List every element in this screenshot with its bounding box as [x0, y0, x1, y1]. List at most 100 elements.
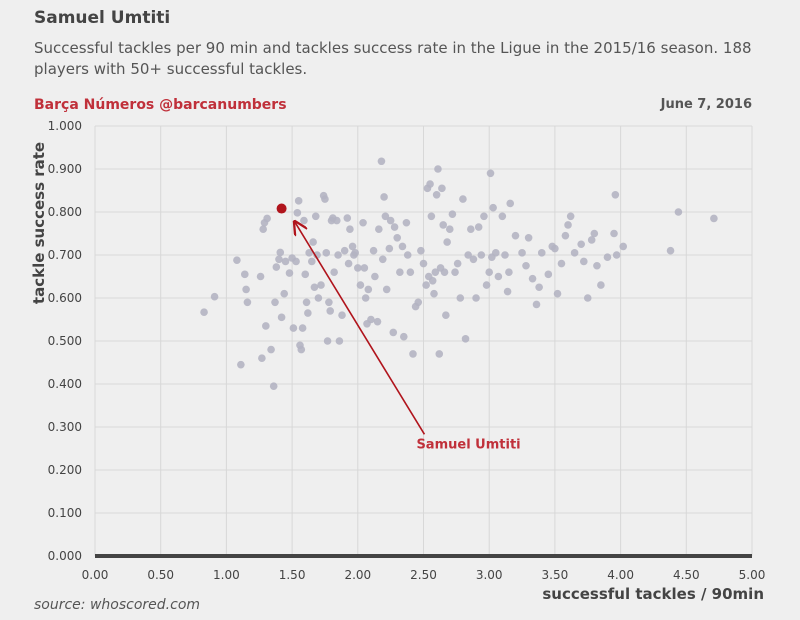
data-point	[399, 332, 408, 341]
data-point	[310, 283, 319, 292]
data-point	[535, 283, 543, 292]
data-point	[710, 214, 718, 223]
data-point	[390, 223, 399, 231]
data-point	[313, 251, 321, 259]
data-point	[583, 294, 592, 302]
data-point	[304, 309, 312, 317]
data-point	[557, 259, 566, 268]
data-point	[448, 210, 457, 218]
data-point	[381, 212, 390, 221]
data-point	[301, 270, 310, 279]
data-point	[378, 255, 387, 264]
y-tick-label: 0.500	[48, 334, 82, 348]
data-point	[577, 240, 585, 249]
data-point	[271, 298, 279, 307]
data-point	[398, 242, 407, 251]
data-point	[263, 214, 271, 223]
data-point	[325, 298, 333, 307]
y-tick-label: 0.600	[48, 291, 82, 305]
data-point	[359, 218, 367, 227]
data-point	[348, 242, 357, 251]
data-point	[428, 277, 437, 285]
data-point	[402, 218, 411, 227]
y-tick-label: 0.700	[48, 248, 82, 262]
x-tick-label: 3.00	[476, 568, 503, 582]
y-tick-label: 0.300	[48, 420, 82, 434]
data-point	[277, 313, 286, 322]
data-point	[469, 255, 478, 264]
data-point	[300, 216, 308, 225]
data-point	[276, 248, 285, 257]
data-point	[453, 259, 462, 268]
data-point	[377, 157, 386, 166]
data-point	[382, 285, 391, 294]
data-point	[371, 272, 379, 281]
data-point	[393, 234, 402, 242]
x-tick-label: 0.50	[147, 568, 174, 582]
data-point	[522, 261, 530, 270]
data-point	[674, 208, 683, 216]
data-point	[275, 255, 283, 264]
data-point	[566, 212, 575, 221]
data-point	[364, 285, 373, 294]
data-point	[243, 298, 252, 307]
data-point	[256, 272, 265, 281]
brand-credit: Barça Números @barcanumbers	[34, 97, 287, 113]
data-point	[430, 289, 438, 298]
data-point	[438, 184, 446, 193]
data-point	[432, 191, 441, 199]
data-point	[369, 246, 378, 255]
data-point	[611, 191, 620, 199]
data-point	[459, 195, 467, 203]
data-point	[308, 257, 316, 266]
data-point	[305, 249, 313, 257]
data-point	[210, 292, 219, 301]
x-tick-label: 0.00	[82, 568, 109, 582]
data-point	[491, 249, 500, 257]
data-point	[294, 197, 303, 205]
data-point	[297, 345, 306, 354]
data-point	[610, 229, 618, 238]
data-point	[356, 281, 365, 289]
data-point	[486, 169, 495, 178]
data-point	[612, 251, 621, 259]
data-point	[323, 337, 332, 345]
data-point	[292, 257, 300, 266]
data-point	[564, 221, 572, 229]
data-point	[269, 382, 278, 390]
data-point	[414, 298, 423, 307]
data-point	[580, 257, 588, 266]
data-point	[494, 272, 503, 281]
data-point	[361, 294, 370, 302]
data-points	[200, 157, 718, 390]
data-point	[597, 281, 605, 289]
data-point	[501, 251, 509, 259]
data-point	[489, 203, 497, 212]
data-point	[503, 287, 512, 296]
y-axis-title: tackle success rate	[30, 142, 48, 304]
data-point	[330, 268, 338, 277]
data-point	[285, 269, 294, 277]
data-point	[321, 195, 329, 203]
data-point	[544, 270, 553, 279]
data-point	[322, 249, 331, 257]
data-point	[309, 238, 317, 246]
y-tick-label: 0.800	[48, 205, 82, 219]
chart-subtitle: Successful tackles per 90 min and tackle…	[34, 39, 752, 78]
data-point	[233, 256, 241, 264]
source-note: source: whoscored.com	[34, 597, 201, 613]
data-point	[332, 216, 341, 225]
data-point	[280, 289, 289, 298]
data-point	[561, 231, 570, 240]
data-point	[237, 360, 245, 369]
data-point	[467, 225, 475, 233]
data-point	[480, 212, 488, 221]
data-point	[528, 274, 537, 283]
x-tick-label: 2.00	[344, 568, 371, 582]
data-point	[445, 225, 454, 233]
x-tick-label: 3.50	[542, 568, 569, 582]
data-point	[426, 180, 434, 188]
data-point	[442, 311, 450, 320]
data-point	[537, 249, 546, 257]
